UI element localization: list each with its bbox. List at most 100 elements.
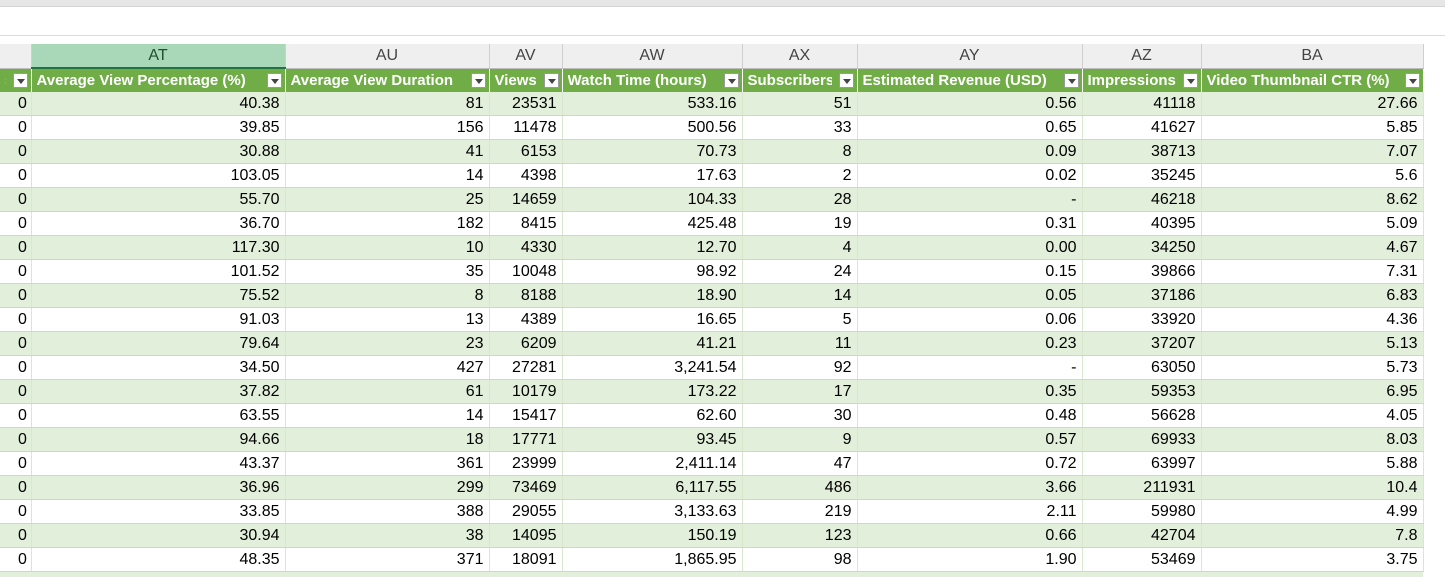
table-cell[interactable]: 2.11 <box>857 499 1083 524</box>
table-cell[interactable]: 0.02 <box>857 163 1083 188</box>
table-cell[interactable]: 8188 <box>489 283 563 308</box>
table-cell[interactable]: 0.31 <box>857 211 1083 236</box>
table-cell[interactable]: 10048 <box>489 259 563 284</box>
table-cell[interactable]: 3.75 <box>1201 547 1424 572</box>
table-cell[interactable]: 38 <box>285 523 490 548</box>
table-cell[interactable]: 4389 <box>489 307 563 332</box>
table-cell[interactable]: 73469 <box>489 475 563 500</box>
table-cell[interactable]: 3.66 <box>857 475 1083 500</box>
table-cell[interactable]: 8.62 <box>1201 187 1424 212</box>
table-cell[interactable]: 0 <box>0 235 32 260</box>
table-cell[interactable]: 41.21 <box>562 331 743 356</box>
filter-dropdown-icon[interactable] <box>266 73 282 88</box>
table-cell[interactable]: 48.35 <box>31 547 286 572</box>
table-cell[interactable]: 14 <box>285 403 490 428</box>
table-cell[interactable]: 6209 <box>489 331 563 356</box>
column-letter-aw[interactable]: AW <box>562 44 743 69</box>
table-cell[interactable]: 11478 <box>489 115 563 140</box>
table-cell[interactable]: 1,865.95 <box>562 547 743 572</box>
table-cell[interactable]: 103.05 <box>31 163 286 188</box>
table-cell[interactable]: 123 <box>742 523 858 548</box>
table-cell[interactable]: 0.35 <box>857 379 1083 404</box>
table-cell[interactable]: 37207 <box>1082 331 1202 356</box>
table-cell[interactable]: 8.03 <box>1201 427 1424 452</box>
table-cell[interactable]: 29055 <box>489 499 563 524</box>
table-cell[interactable]: 0.06 <box>857 307 1083 332</box>
column-letter-az[interactable]: AZ <box>1082 44 1202 69</box>
column-letter-au[interactable]: AU <box>285 44 490 69</box>
table-cell[interactable]: 0 <box>0 499 32 524</box>
table-cell[interactable]: 18.90 <box>562 283 743 308</box>
table-cell[interactable]: 14 <box>742 283 858 308</box>
table-cell[interactable]: 0.66 <box>857 523 1083 548</box>
table-cell[interactable]: 533.16 <box>562 92 743 116</box>
table-cell[interactable]: 156 <box>285 115 490 140</box>
table-cell[interactable]: 13 <box>285 307 490 332</box>
table-cell[interactable]: 53469 <box>1082 547 1202 572</box>
table-cell[interactable]: 79.64 <box>31 331 286 356</box>
table-cell[interactable]: 28 <box>742 187 858 212</box>
table-cell[interactable]: 299 <box>285 475 490 500</box>
table-cell[interactable]: 40395 <box>1082 211 1202 236</box>
table-cell[interactable]: 33920 <box>1082 307 1202 332</box>
table-cell[interactable]: 5.09 <box>1201 211 1424 236</box>
table-cell[interactable]: 37186 <box>1082 283 1202 308</box>
filter-dropdown-icon[interactable] <box>470 72 486 88</box>
table-cell[interactable]: 0.00 <box>857 235 1083 260</box>
formula-bar[interactable] <box>0 7 1445 36</box>
column-letter-at[interactable]: AT <box>31 44 286 69</box>
table-cell[interactable]: 41627 <box>1082 115 1202 140</box>
table-cell[interactable]: 4.99 <box>1201 499 1424 524</box>
table-cell[interactable]: 34.50 <box>31 355 286 380</box>
table-cell[interactable]: 0.23 <box>857 331 1083 356</box>
table-cell[interactable]: 0 <box>0 259 32 284</box>
table-cell[interactable]: 39.85 <box>31 115 286 140</box>
table-cell[interactable]: 36.70 <box>31 211 286 236</box>
table-cell[interactable]: 0.15 <box>857 259 1083 284</box>
table-cell[interactable]: 51 <box>742 92 858 116</box>
table-cell[interactable]: 425.48 <box>562 211 743 236</box>
table-cell[interactable]: 0.57 <box>857 427 1083 452</box>
table-cell[interactable]: 17.63 <box>562 163 743 188</box>
table-cell[interactable]: 2,411.14 <box>562 451 743 476</box>
table-cell[interactable]: 8415 <box>489 211 563 236</box>
table-cell[interactable]: 40.38 <box>31 92 286 116</box>
filter-dropdown-icon[interactable] <box>723 72 739 88</box>
table-cell[interactable]: 33 <box>742 115 858 140</box>
table-cell[interactable]: 0.65 <box>857 115 1083 140</box>
table-cell[interactable]: 3,241.54 <box>562 355 743 380</box>
filter-dropdown-icon[interactable] <box>1182 72 1198 88</box>
table-cell[interactable]: 43.37 <box>31 451 286 476</box>
table-cell[interactable]: 0 <box>0 139 32 164</box>
table-cell[interactable]: 1.90 <box>857 547 1083 572</box>
table-cell[interactable]: 5.85 <box>1201 115 1424 140</box>
table-cell[interactable]: 0 <box>0 187 32 212</box>
table-cell[interactable]: 11 <box>742 331 858 356</box>
table-cell[interactable]: 7.31 <box>1201 259 1424 284</box>
table-cell[interactable]: 6.95 <box>1201 379 1424 404</box>
table-cell[interactable]: 59353 <box>1082 379 1202 404</box>
column-letter-partial[interactable] <box>0 44 32 69</box>
column-letter-ax[interactable]: AX <box>742 44 858 69</box>
table-cell[interactable]: 56628 <box>1082 403 1202 428</box>
table-cell[interactable]: 173.22 <box>562 379 743 404</box>
table-cell[interactable]: 47 <box>742 451 858 476</box>
table-cell[interactable]: 25 <box>285 187 490 212</box>
table-cell[interactable]: 39866 <box>1082 259 1202 284</box>
column-letter-av[interactable]: AV <box>489 44 563 69</box>
table-cell[interactable]: 93.45 <box>562 427 743 452</box>
table-cell[interactable]: 14 <box>285 163 490 188</box>
table-cell[interactable]: 63997 <box>1082 451 1202 476</box>
table-cell[interactable]: 30 <box>742 403 858 428</box>
table-cell[interactable]: 19 <box>742 211 858 236</box>
table-cell[interactable]: 23 <box>285 331 490 356</box>
table-cell[interactable]: 0 <box>0 331 32 356</box>
filter-dropdown-icon[interactable] <box>543 72 559 88</box>
table-cell[interactable]: 7.8 <box>1201 523 1424 548</box>
table-cell[interactable]: 63050 <box>1082 355 1202 380</box>
table-cell[interactable]: 0.56 <box>857 92 1083 116</box>
table-cell[interactable]: 23531 <box>489 92 563 116</box>
table-cell[interactable]: 27281 <box>489 355 563 380</box>
table-cell[interactable]: 81 <box>285 92 490 116</box>
table-cell[interactable]: 23999 <box>489 451 563 476</box>
